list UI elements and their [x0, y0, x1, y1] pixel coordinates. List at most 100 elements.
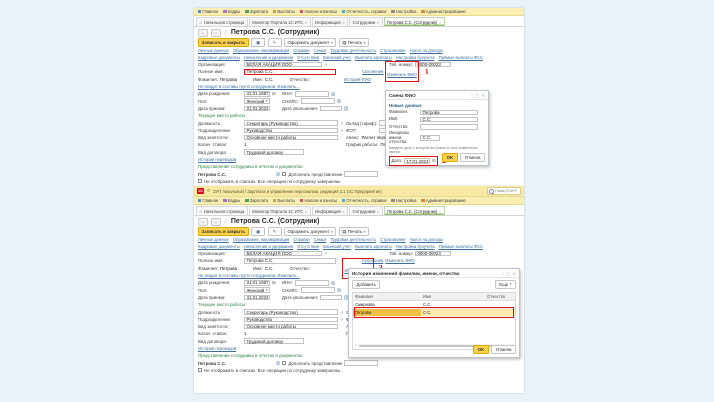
forward-button[interactable]: →: [210, 28, 221, 37]
save-close-button[interactable]: Записать и закрыть: [198, 38, 249, 47]
help-icon[interactable]: ?: [276, 171, 281, 177]
birth-field[interactable]: 31.01.1987: [244, 280, 270, 286]
hire-field[interactable]: 31.01.2024: [244, 294, 270, 301]
calendar-icon[interactable]: ⊞: [272, 90, 276, 96]
menu-item-hr[interactable]: Кадры: [223, 198, 240, 203]
supplement-checkbox[interactable]: [282, 172, 287, 177]
calendar-icon[interactable]: ⊞: [431, 158, 436, 164]
menu-item-taxes[interactable]: Налоги и взносы: [300, 198, 337, 203]
menu-item-payments[interactable]: Выплаты: [273, 198, 295, 203]
contract-field[interactable]: Трудовой договор: [244, 149, 304, 155]
menu-item-main[interactable]: Главное: [198, 198, 218, 203]
menu-item-admin[interactable]: Администрирование: [421, 198, 466, 203]
link-accruals[interactable]: Начисления и удержания: [243, 244, 294, 249]
pin-icon[interactable]: ↕: [501, 270, 504, 276]
link-absences[interactable]: Отсутствия: [297, 55, 320, 60]
print-button[interactable]: ▤ Печать ▾: [338, 37, 370, 48]
link-military[interactable]: Воинский учет: [323, 244, 352, 249]
link-certificates[interactable]: Справки: [293, 48, 310, 53]
scrollbar-thumb[interactable]: [359, 344, 509, 347]
link-fss[interactable]: Прямые выплаты ФСС: [438, 244, 484, 249]
table-row[interactable]: Смирнова С.С.: [353, 301, 515, 309]
tab-monitor[interactable]: Монитор Портала 1С ИТС ×: [248, 17, 311, 26]
open-link-icon[interactable]: ↗: [324, 62, 328, 68]
dept-field[interactable]: Руководство: [244, 316, 338, 323]
transfers-history-link[interactable]: История переводов: [198, 157, 237, 162]
dialog-date-field[interactable]: 17.01.2024: [403, 158, 430, 164]
org-field[interactable]: БЕЛАЯ АКАЦИЯ ООО: [244, 250, 322, 257]
birth-field[interactable]: 31.01.1987: [244, 91, 270, 97]
change-fio-link[interactable]: Изменить ФИО: [385, 258, 415, 264]
close-icon[interactable]: ×: [376, 19, 380, 25]
org-field[interactable]: БЕЛАЯ АКАЦИЯ ООО: [244, 61, 322, 68]
save-close-button[interactable]: Записать и закрыть: [198, 227, 249, 236]
dept-field[interactable]: Руководство: [244, 127, 338, 134]
help-icon[interactable]: ?: [343, 295, 349, 301]
create-document-button[interactable]: Оформить документ ▾: [284, 38, 337, 47]
calendar-icon[interactable]: ⊞: [272, 279, 276, 285]
save-button[interactable]: ▣: [251, 226, 266, 237]
horizontal-scrollbar[interactable]: ‹ ›: [355, 343, 513, 348]
tab-home[interactable]: ⌂ Начальная страница: [196, 17, 248, 26]
tab-home[interactable]: ⌂ Начальная страница: [196, 206, 248, 215]
open-link-icon[interactable]: ↗: [340, 316, 344, 322]
tab-petrova[interactable]: Петрова С.С. (Сотрудник) ×: [383, 206, 445, 215]
close-icon[interactable]: ×: [438, 208, 442, 214]
attach-button[interactable]: ✎: [267, 37, 282, 48]
link-certificates[interactable]: Справки: [293, 237, 310, 242]
attach-button[interactable]: ✎: [267, 226, 282, 237]
burger-menu-icon[interactable]: ≡: [207, 187, 211, 194]
menu-item-reports[interactable]: Отчетность, справки: [342, 9, 386, 14]
snils-field[interactable]: - -: [300, 98, 335, 104]
change-fio-link[interactable]: Изменить ФИО: [387, 71, 417, 77]
link-income-tax[interactable]: Налог на доходы: [409, 48, 443, 53]
sex-select[interactable]: Женский ▾: [244, 287, 270, 293]
link-military[interactable]: Воинский учет: [323, 55, 352, 60]
link-accounting[interactable]: Настройка бухучета: [395, 244, 435, 249]
link-hr-documents[interactable]: Кадровые документы: [198, 244, 240, 249]
link-income-tax[interactable]: Налог на доходы: [409, 237, 443, 242]
link-accruals[interactable]: Начисления и удержания: [243, 55, 294, 60]
link-personal-data[interactable]: Личные данные: [198, 237, 229, 242]
link-salary-payment[interactable]: Выплата зарплаты: [355, 55, 392, 60]
fullname-field[interactable]: Петрова С.С.: [244, 69, 336, 75]
link-education[interactable]: Образование, квалификация: [232, 237, 290, 242]
declension-link[interactable]: Склонения: [362, 69, 384, 75]
fire-field[interactable]: . .: [319, 294, 342, 301]
forward-button[interactable]: →: [210, 217, 221, 226]
link-work-history[interactable]: Трудовая деятельность: [330, 48, 377, 53]
link-personal-data[interactable]: Личные данные: [198, 48, 229, 53]
tab-info[interactable]: Информация ×: [311, 206, 349, 215]
help-icon[interactable]: ?: [276, 360, 281, 366]
scroll-left-icon[interactable]: ‹: [355, 343, 357, 348]
menu-item-hr[interactable]: Кадры: [223, 9, 240, 14]
scroll-right-icon[interactable]: ›: [512, 343, 513, 347]
maximize-icon[interactable]: ▢: [506, 270, 511, 276]
link-education[interactable]: Образование, квалификация: [232, 48, 290, 53]
close-icon[interactable]: ×: [304, 208, 308, 214]
groups-link[interactable]: Не входит в составы групп сотрудников. И…: [198, 273, 300, 279]
fio-history-link[interactable]: История ФИО: [344, 76, 371, 82]
back-button[interactable]: ←: [198, 217, 208, 226]
table-row-selected[interactable]: Петрова С.С.: [353, 308, 515, 317]
tab-info[interactable]: Информация ×: [311, 17, 349, 26]
global-search[interactable]: [487, 187, 521, 195]
position-field[interactable]: Секретарь (Руководство): [244, 120, 338, 126]
link-absences[interactable]: Отсутствия: [297, 244, 320, 249]
dialog-surname-field[interactable]: Петрова: [420, 109, 478, 116]
menu-item-taxes[interactable]: Налоги и взносы: [300, 9, 337, 14]
link-salary-payment[interactable]: Выплата зарплаты: [355, 244, 392, 249]
contract-field[interactable]: Трудовой договор: [244, 338, 304, 344]
dialog-initials-field[interactable]: С.С.: [420, 134, 440, 141]
favorite-star-icon[interactable]: ☆: [223, 30, 229, 36]
supplement-field[interactable]: [344, 360, 379, 366]
close-icon[interactable]: ×: [342, 208, 345, 214]
snils-field[interactable]: - -: [300, 287, 335, 293]
close-icon[interactable]: ×: [304, 19, 308, 25]
dialog-name-field[interactable]: С.С.: [420, 116, 478, 123]
help-icon[interactable]: ?: [343, 106, 349, 112]
search-input[interactable]: [495, 189, 517, 193]
link-insurance[interactable]: Страхование: [380, 237, 406, 242]
menu-item-main[interactable]: Главное: [198, 9, 218, 14]
maximize-icon[interactable]: ▢: [475, 92, 480, 98]
